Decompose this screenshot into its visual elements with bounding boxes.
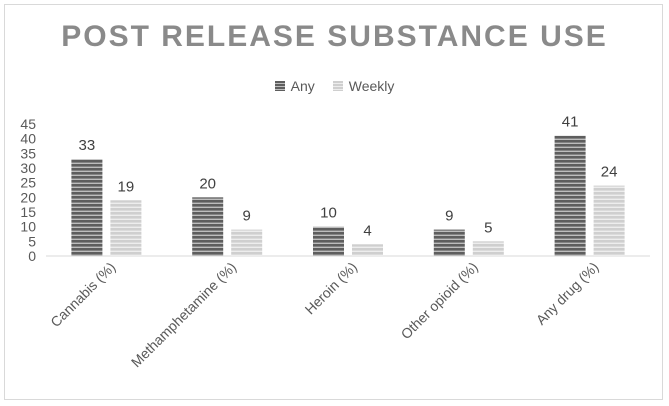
legend-label-weekly: Weekly [348, 78, 395, 94]
bar-weekly [231, 229, 263, 256]
y-tick-label: 10 [20, 219, 36, 235]
legend-label-any: Any [290, 78, 315, 94]
legend-item-weekly: Weekly [332, 78, 395, 94]
y-tick-label: 25 [20, 175, 36, 191]
bar-any [433, 229, 465, 256]
y-tick-label: 15 [20, 204, 36, 220]
bar-any [313, 226, 344, 256]
data-label-any: 20 [199, 175, 216, 192]
data-label-weekly: 24 [601, 164, 618, 181]
x-tick-label: Cannabis (%) [47, 259, 118, 330]
bar-weekly [352, 244, 383, 256]
data-label-any: 41 [562, 114, 579, 131]
legend-swatch-any [274, 81, 285, 91]
data-label-weekly: 9 [243, 208, 251, 225]
y-tick-label: 20 [20, 189, 36, 205]
legend: Any Weekly [0, 78, 669, 94]
data-label-any: 9 [445, 208, 453, 225]
y-tick-label: 30 [20, 160, 36, 176]
bar-any [71, 159, 103, 256]
chart-title: POST RELEASE SUBSTANCE USE [61, 20, 608, 53]
y-tick-label: 5 [28, 233, 36, 249]
x-tick-label: Methamphetamine (%) [128, 259, 239, 370]
bar-any [554, 135, 586, 256]
bar-weekly [110, 200, 142, 256]
bar-any [192, 197, 224, 256]
bar-weekly [593, 185, 625, 256]
y-tick-label: 35 [20, 145, 36, 161]
data-label-weekly: 4 [363, 222, 371, 239]
bar-weekly [472, 241, 504, 256]
x-tick-label: Any drug (%) [533, 259, 602, 328]
y-tick-label: 40 [20, 131, 36, 147]
legend-swatch-weekly [332, 81, 343, 91]
data-label-weekly: 19 [118, 178, 135, 195]
data-label-any: 33 [79, 137, 96, 154]
y-tick-label: 0 [28, 248, 36, 264]
y-tick-label: 45 [20, 116, 36, 132]
data-label-weekly: 5 [484, 219, 492, 236]
x-tick-label: Heroin (%) [301, 259, 360, 318]
data-label-any: 10 [320, 205, 337, 222]
x-tick-label: Other opioid (%) [398, 259, 481, 342]
legend-item-any: Any [274, 78, 315, 94]
